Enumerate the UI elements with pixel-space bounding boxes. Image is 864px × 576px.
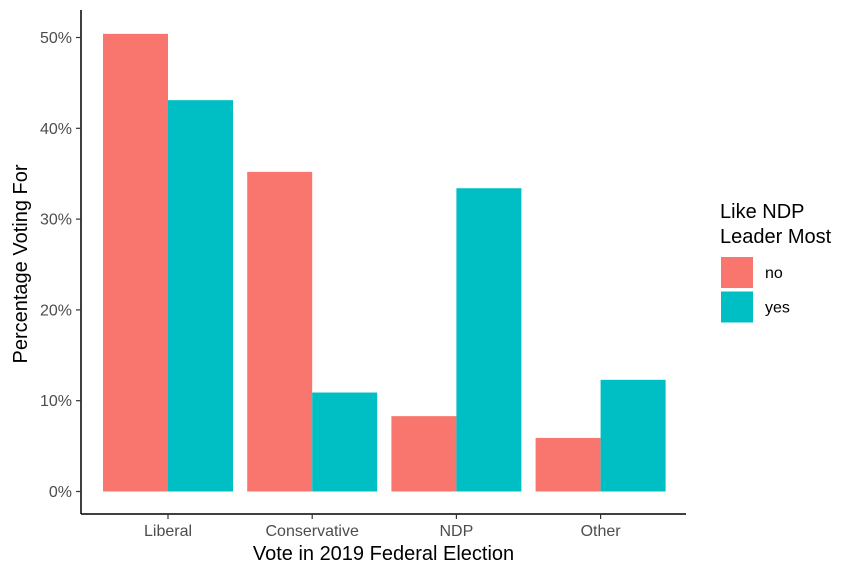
y-axis-title: Percentage Voting For: [10, 164, 32, 363]
bar-conservative-no: [247, 171, 313, 492]
legend-items: no yes: [721, 257, 790, 323]
bar-ndp-yes: [456, 188, 522, 492]
bar-liberal-yes: [168, 100, 233, 492]
x-tick-label: Liberal: [144, 523, 192, 540]
legend-title-line-2: Leader Most: [720, 226, 832, 248]
bar-ndp-no: [391, 416, 457, 492]
bar-other-no: [535, 437, 601, 492]
y-tick-label: 40%: [40, 121, 72, 138]
x-axis-ticks: Liberal Conservative NDP Other: [144, 514, 621, 540]
y-tick-label: 20%: [40, 302, 72, 319]
legend-label-no: no: [765, 265, 783, 282]
legend-label-yes: yes: [765, 300, 790, 317]
y-tick-label: 30%: [40, 212, 72, 229]
x-axis-title: Vote in 2019 Federal Election: [253, 543, 514, 565]
legend-key-yes: [721, 291, 753, 323]
y-axis-ticks: 0% 10% 20% 30% 40% 50%: [40, 30, 81, 501]
bar-liberal-no: [103, 33, 168, 492]
bar-other-yes: [600, 379, 666, 492]
y-tick-label: 10%: [40, 393, 72, 410]
x-tick-label: NDP: [440, 523, 474, 540]
legend: Like NDP Leader Most no yes: [720, 201, 832, 323]
x-tick-label: Conservative: [266, 523, 359, 540]
bar-conservative-yes: [312, 392, 378, 492]
plot-area: 0% 10% 20% 30% 40% 50% Liberal Conservative NDP…: [40, 10, 686, 540]
bars-group: [103, 33, 666, 492]
x-tick-label: Other: [581, 523, 622, 540]
y-tick-label: 0%: [49, 484, 72, 501]
legend-title-line-1: Like NDP: [720, 201, 804, 223]
y-tick-label: 50%: [40, 30, 72, 47]
legend-key-no: [721, 257, 753, 288]
